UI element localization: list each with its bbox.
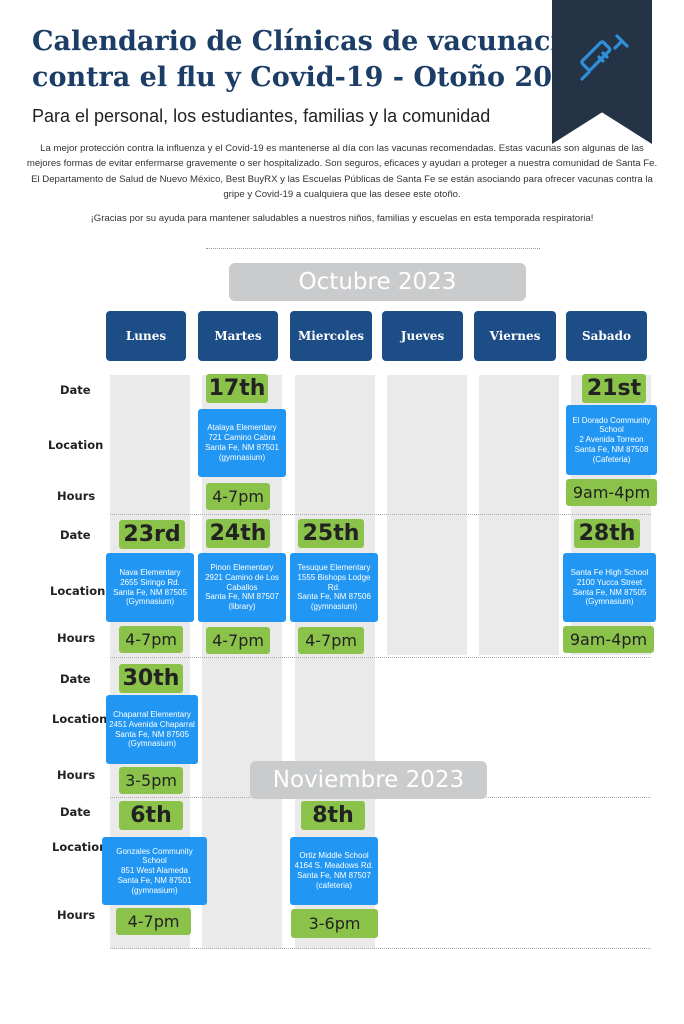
- column-viernes: [479, 375, 559, 655]
- row-label-date: Date: [60, 383, 91, 397]
- clinic-location: Pinon Elementary 2921 Camino de Los Caba…: [198, 553, 286, 622]
- intro-paragraph: La mejor protección contra la influenza …: [26, 143, 658, 201]
- clinic-location: Ortiz Middle School 4164 S. Meadows Rd. …: [290, 837, 378, 905]
- clinic-hours: 9am-4pm: [566, 479, 657, 506]
- clinic-date: 25th: [298, 519, 364, 548]
- clinic-hours: 4-7pm: [298, 627, 364, 654]
- row-label-location: Location: [52, 840, 108, 854]
- day-header-lunes: Lunes: [106, 311, 186, 361]
- section-divider: [206, 248, 540, 249]
- clinic-date: 17th: [206, 374, 268, 403]
- clinic-date: 24th: [206, 519, 270, 548]
- clinic-date: 8th: [301, 801, 365, 830]
- clinic-location: Gonzales Community School 851 West Alame…: [102, 837, 207, 905]
- row-label-hours: Hours: [57, 489, 96, 503]
- clinic-date: 23rd: [119, 520, 185, 549]
- syringe-icon: [580, 34, 629, 81]
- week-divider: [110, 948, 651, 949]
- row-label-date: Date: [60, 528, 91, 542]
- clinic-hours: 3-5pm: [119, 767, 183, 794]
- clinic-location: Santa Fe High School 2100 Yucca Street S…: [563, 553, 656, 622]
- column-jueves: [387, 375, 467, 655]
- day-header-martes: Martes: [198, 311, 278, 361]
- clinic-location: Chaparral Elementary 2451 Avenida Chapar…: [106, 695, 198, 764]
- clinic-hours: 4-7pm: [206, 483, 270, 510]
- month-header-november: Noviembre 2023: [250, 761, 487, 799]
- clinic-location: Nava Elementary 2655 Siringo Rd. Santa F…: [106, 553, 194, 622]
- day-header-miercoles: Miercoles: [290, 311, 372, 361]
- row-label-hours: Hours: [57, 768, 96, 782]
- row-label-hours: Hours: [57, 631, 96, 645]
- day-header-sabado: Sabado: [566, 311, 647, 361]
- clinic-location: El Dorado Community School 2 Avenida Tor…: [566, 405, 657, 475]
- title-line-1: Calendario de Clínicas de vacunación: [32, 26, 599, 57]
- title-line-2: contra el flu y Covid-19 - Otoño 2023: [32, 62, 590, 93]
- row-label-location: Location: [52, 712, 108, 726]
- clinic-hours: 9am-4pm: [563, 626, 654, 653]
- clinic-date: 21st: [582, 374, 646, 403]
- row-label-hours: Hours: [57, 908, 96, 922]
- row-label-location: Location: [48, 438, 104, 452]
- clinic-hours: 4-7pm: [119, 626, 183, 653]
- subtitle: Para el personal, los estudiantes, famil…: [32, 106, 491, 126]
- clinic-date: 28th: [574, 519, 640, 548]
- clinic-hours: 4-7pm: [116, 908, 191, 935]
- month-header-october: Octubre 2023: [229, 263, 526, 301]
- row-label-date: Date: [60, 672, 91, 686]
- clinic-date: 6th: [119, 801, 183, 830]
- week-divider: [110, 657, 651, 658]
- clinic-hours: 3-6pm: [291, 909, 378, 938]
- thanks-note: ¡Gracias por su ayuda para mantener salu…: [90, 213, 594, 224]
- page-title: Calendario de Clínicas de vacunación con…: [32, 24, 599, 96]
- clinic-location: Atalaya Elementary 721 Camino Cabra Sant…: [198, 409, 286, 477]
- day-header-viernes: Viernes: [474, 311, 556, 361]
- row-label-location: Location: [50, 584, 106, 598]
- clinic-location: Tesuque Elementary 1555 Bishops Lodge Rd…: [290, 553, 378, 622]
- week-divider: [110, 514, 651, 515]
- day-header-jueves: Jueves: [382, 311, 463, 361]
- row-label-date: Date: [60, 805, 91, 819]
- clinic-date: 30th: [119, 664, 183, 693]
- clinic-hours: 4-7pm: [206, 627, 270, 654]
